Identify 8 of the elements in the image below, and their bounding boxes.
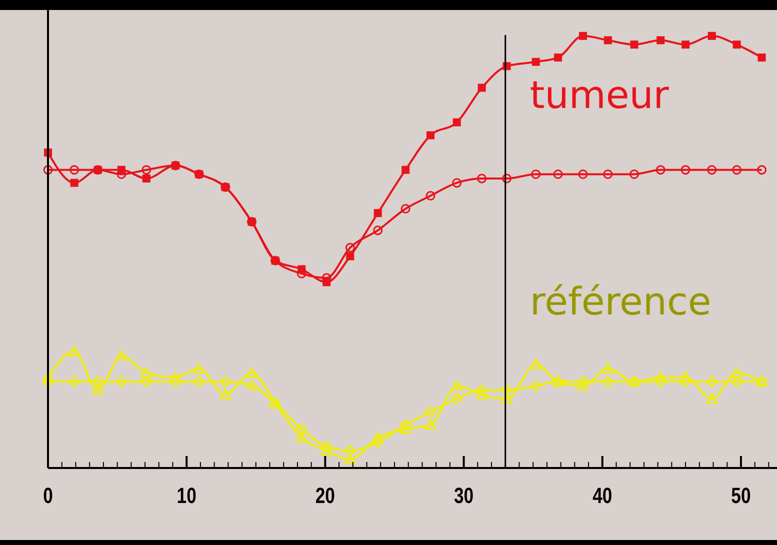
- x-tick-label: 40: [592, 484, 612, 509]
- series-label: tumeur: [530, 72, 670, 117]
- series-label: référence: [530, 279, 712, 324]
- x-tick-label: 0: [43, 484, 53, 509]
- x-tick-label: 10: [176, 484, 196, 509]
- x-tick-label: 30: [454, 484, 474, 509]
- x-tick-label: 20: [315, 484, 335, 509]
- x-tick-label: 50: [731, 484, 751, 509]
